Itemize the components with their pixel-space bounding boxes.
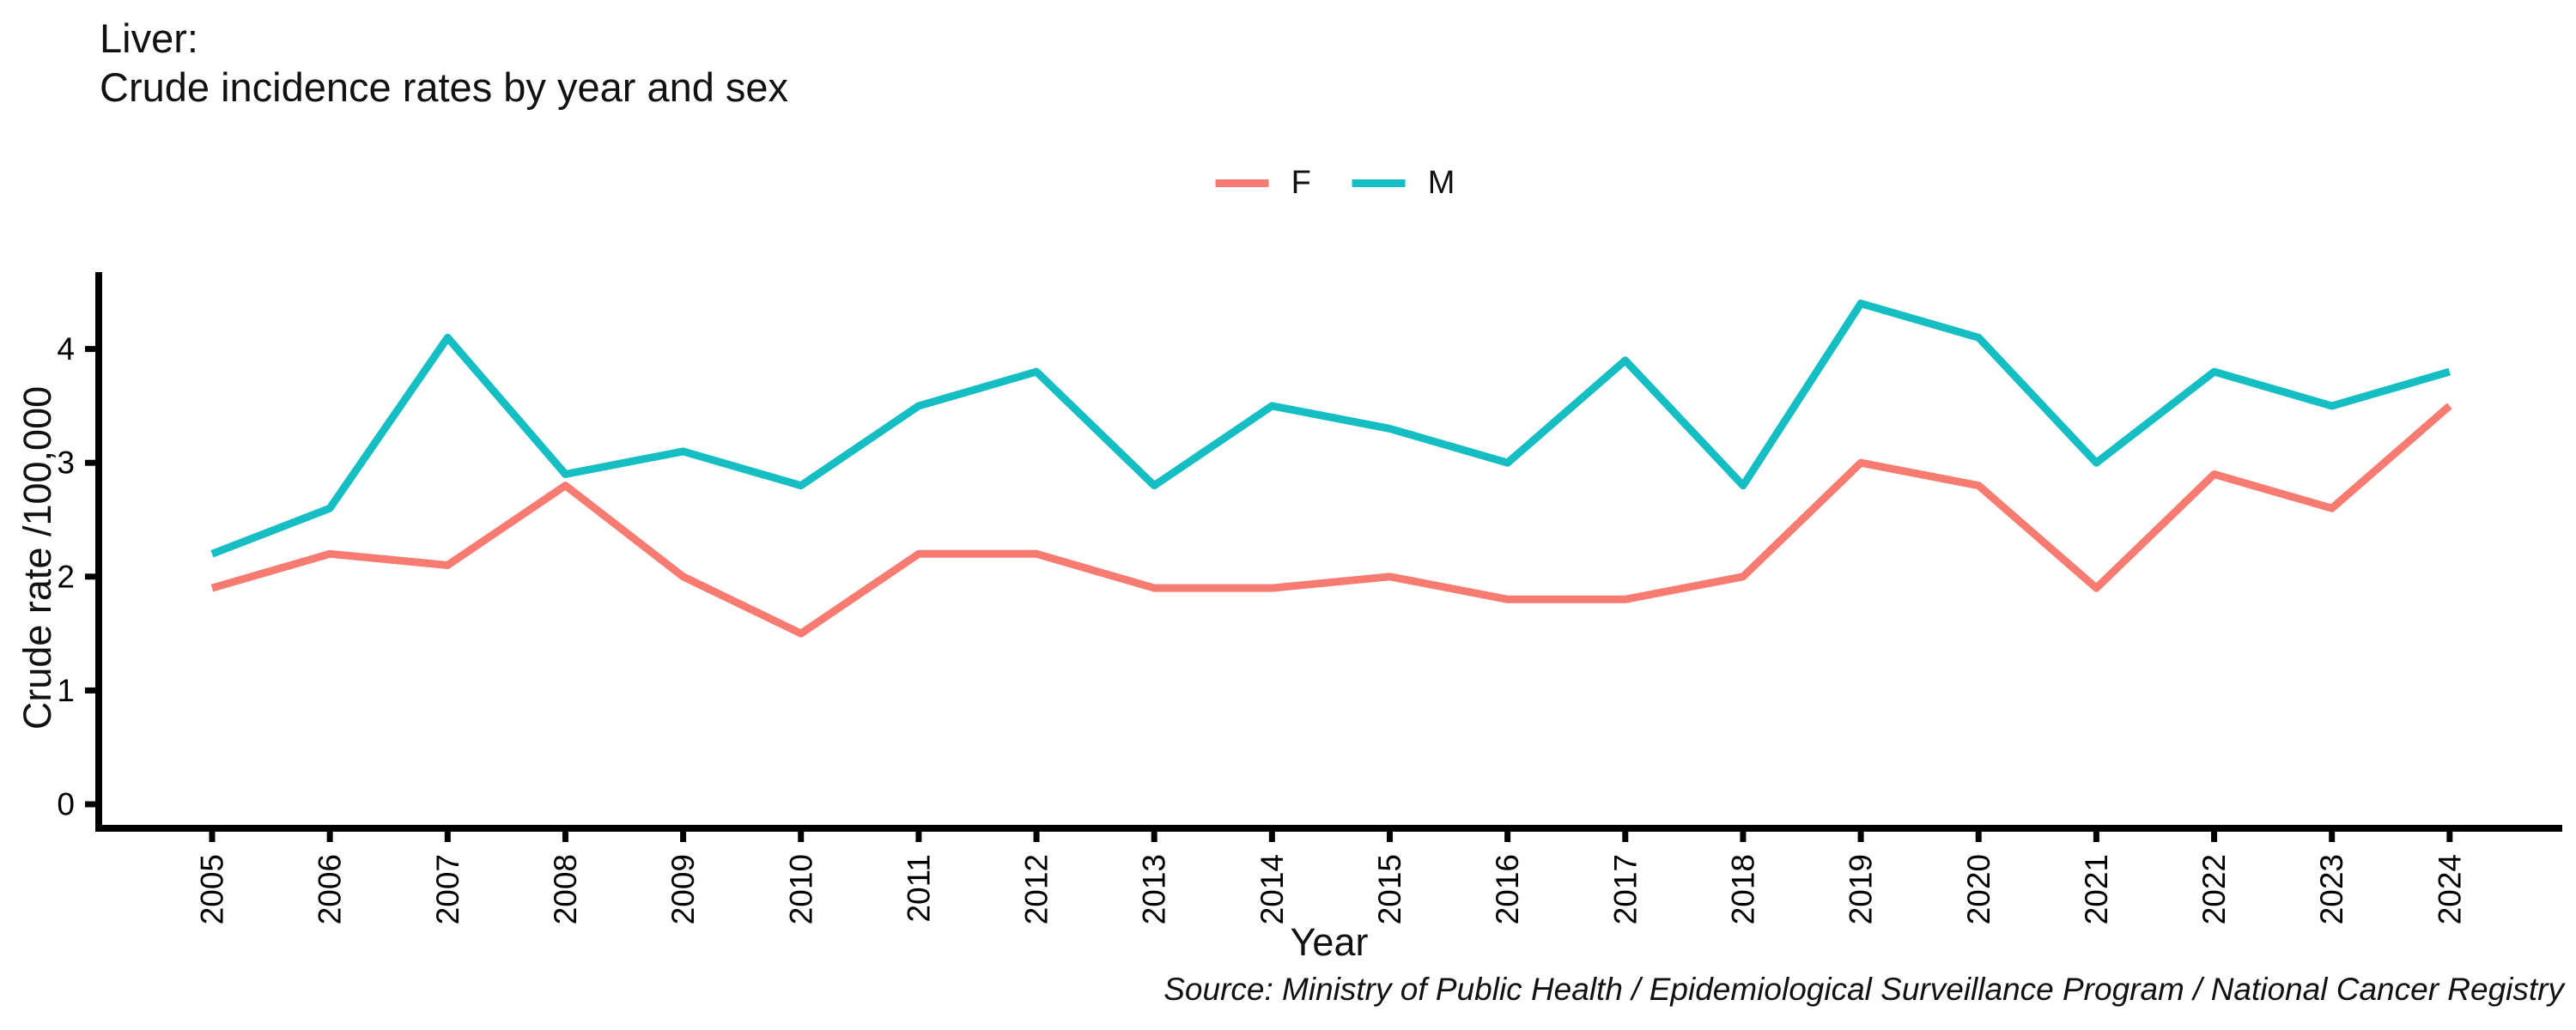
chart-title: Liver: Crude incidence rates by year and …: [100, 14, 788, 112]
legend-item-m: M: [1352, 165, 1455, 202]
x-tick-label: 2011: [901, 854, 936, 923]
y-tick-label: 2: [57, 559, 75, 594]
x-tick-label: 2008: [548, 854, 583, 924]
x-tick-label: 2006: [313, 854, 348, 924]
x-tick-label: 2007: [430, 854, 465, 924]
chart-title-line2: Crude incidence rates by year and sex: [100, 64, 789, 110]
source-note: Source: Ministry of Public Health / Epid…: [1163, 972, 2564, 1007]
x-tick-label: 2005: [195, 854, 230, 924]
x-tick-label: 2013: [1137, 854, 1172, 924]
series-line-m: [210, 300, 2451, 558]
x-tick-label: 2018: [1725, 854, 1760, 924]
series-line-f: [210, 403, 2452, 638]
x-tick-label: 2010: [783, 854, 818, 924]
x-tick-label: 2009: [665, 854, 701, 924]
x-tick-label: 2020: [1961, 854, 1996, 924]
legend-item-f: F: [1215, 165, 1311, 202]
y-tick-label: 0: [57, 787, 75, 822]
x-tick-label: 2015: [1372, 854, 1407, 924]
chart-title-line1: Liver:: [100, 15, 198, 61]
y-tick-label: 3: [57, 445, 75, 481]
x-tick-label: 2017: [1607, 854, 1643, 924]
x-tick-label: 2024: [2432, 854, 2467, 924]
x-tick-label: 2021: [2079, 854, 2114, 924]
legend-key-m-line: [1352, 179, 1406, 187]
y-tick-label: 4: [57, 331, 75, 367]
x-tick-label: 2022: [2196, 854, 2232, 924]
x-tick-label: 2014: [1255, 854, 1290, 924]
x-axis-title: Year: [1290, 920, 1369, 964]
x-tick-label: 2016: [1490, 854, 1525, 924]
y-tick-label: 1: [57, 673, 75, 708]
legend: F M: [1215, 165, 1455, 202]
legend-label-m: M: [1427, 165, 1455, 201]
legend-key-f-line: [1215, 179, 1269, 187]
y-axis-title: Crude rate /100,000: [15, 385, 59, 730]
x-tick-label: 2012: [1019, 854, 1054, 924]
x-tick-label: 2023: [2314, 854, 2349, 924]
legend-label-f: F: [1291, 165, 1311, 201]
x-tick-label: 2019: [1844, 854, 1879, 924]
axis-frame: [95, 272, 2562, 832]
